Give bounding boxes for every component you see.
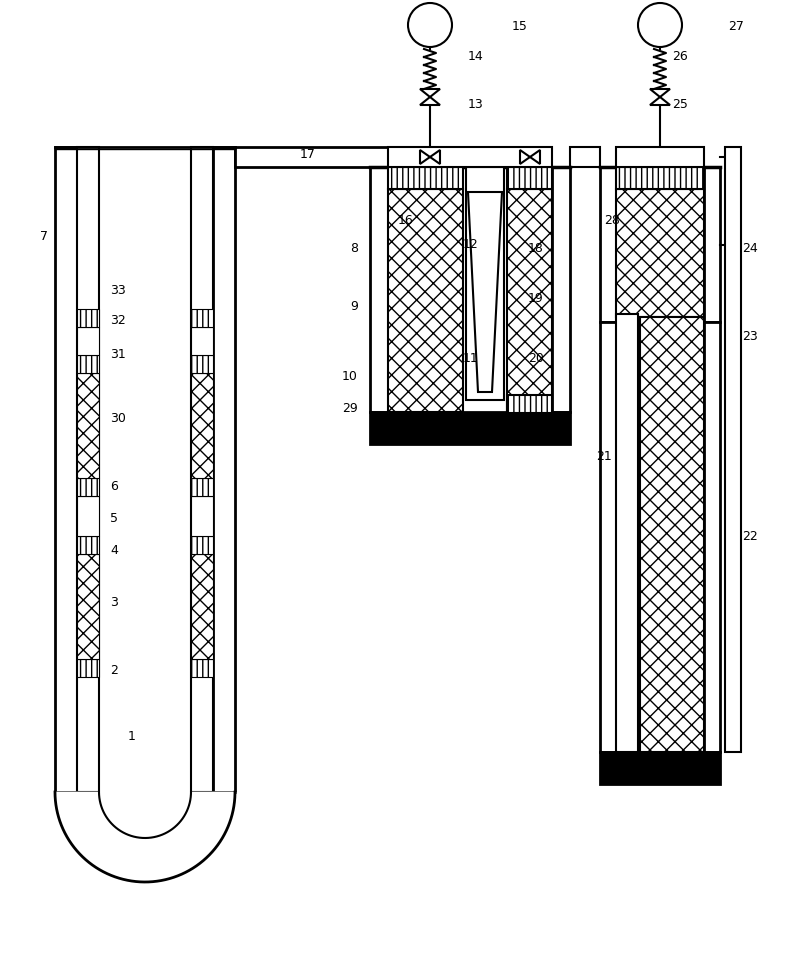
Bar (191, 147, 213, 792)
Bar (191, 373, 213, 478)
Bar (77, 327, 99, 355)
Bar (388, 167, 463, 189)
Text: 29: 29 (342, 402, 358, 416)
Bar (191, 536, 213, 554)
Text: 10: 10 (342, 370, 358, 384)
Bar (191, 659, 213, 677)
Polygon shape (530, 150, 540, 164)
Polygon shape (650, 97, 670, 105)
Polygon shape (520, 150, 530, 164)
Bar (77, 496, 99, 536)
Text: 13: 13 (468, 99, 484, 111)
Bar (77, 478, 99, 496)
Circle shape (638, 3, 682, 47)
Text: 7: 7 (40, 230, 48, 244)
Text: 12: 12 (463, 239, 478, 251)
Text: 30: 30 (110, 413, 126, 425)
Bar (388, 189, 463, 412)
Text: 9: 9 (350, 301, 358, 313)
Polygon shape (430, 150, 440, 164)
Text: 15: 15 (512, 20, 528, 34)
Text: 31: 31 (110, 348, 126, 362)
Text: 20: 20 (528, 353, 544, 366)
Text: 6: 6 (110, 481, 118, 493)
Bar (725, 147, 741, 752)
Bar (507, 395, 552, 413)
Polygon shape (420, 150, 430, 164)
Bar (388, 412, 463, 413)
Circle shape (408, 3, 452, 47)
Bar (191, 496, 213, 536)
Text: 33: 33 (110, 284, 126, 298)
Bar (77, 309, 99, 327)
Bar (77, 355, 99, 373)
Text: 25: 25 (672, 99, 688, 111)
Bar (77, 554, 99, 659)
Bar (235, 147, 420, 167)
Bar (616, 167, 704, 189)
Text: 24: 24 (742, 243, 758, 255)
Bar (77, 147, 99, 792)
Bar (507, 189, 552, 412)
Text: 26: 26 (672, 50, 688, 64)
Text: 3: 3 (110, 596, 118, 608)
Bar (600, 322, 616, 752)
Bar (213, 147, 235, 792)
Bar (191, 355, 213, 373)
Bar (600, 752, 720, 784)
Polygon shape (420, 89, 440, 97)
Bar (77, 536, 99, 554)
Bar (570, 147, 600, 167)
Bar (191, 327, 213, 355)
Bar (388, 147, 552, 167)
Polygon shape (420, 97, 440, 105)
Bar (191, 478, 213, 496)
Text: 19: 19 (528, 292, 544, 306)
Text: 21: 21 (596, 451, 612, 463)
Text: 11: 11 (463, 353, 478, 366)
Text: 5: 5 (110, 513, 118, 525)
Bar (640, 317, 704, 752)
Bar (77, 373, 99, 478)
Polygon shape (650, 89, 670, 97)
Polygon shape (468, 192, 502, 392)
Text: 8: 8 (350, 243, 358, 255)
Bar (507, 167, 552, 189)
Text: 14: 14 (468, 50, 484, 64)
Bar (616, 189, 704, 317)
Bar (704, 167, 720, 322)
Text: 18: 18 (528, 243, 544, 255)
Text: 17: 17 (300, 149, 316, 161)
Text: 32: 32 (110, 314, 126, 328)
Text: 4: 4 (110, 543, 118, 556)
Bar (600, 167, 616, 322)
Text: 22: 22 (742, 531, 758, 543)
Text: 1: 1 (128, 730, 136, 744)
Text: 28: 28 (604, 215, 620, 227)
Text: 23: 23 (742, 331, 758, 343)
Bar (55, 147, 77, 792)
Bar (191, 554, 213, 659)
Bar (77, 659, 99, 677)
Bar (616, 314, 638, 752)
Text: 16: 16 (398, 215, 414, 227)
Bar (552, 167, 570, 412)
Text: 2: 2 (110, 664, 118, 678)
Bar (370, 412, 570, 444)
Bar (370, 167, 388, 412)
Text: 27: 27 (728, 20, 744, 34)
Bar (704, 322, 720, 752)
Bar (616, 147, 704, 167)
Bar (466, 167, 504, 400)
Bar (191, 309, 213, 327)
